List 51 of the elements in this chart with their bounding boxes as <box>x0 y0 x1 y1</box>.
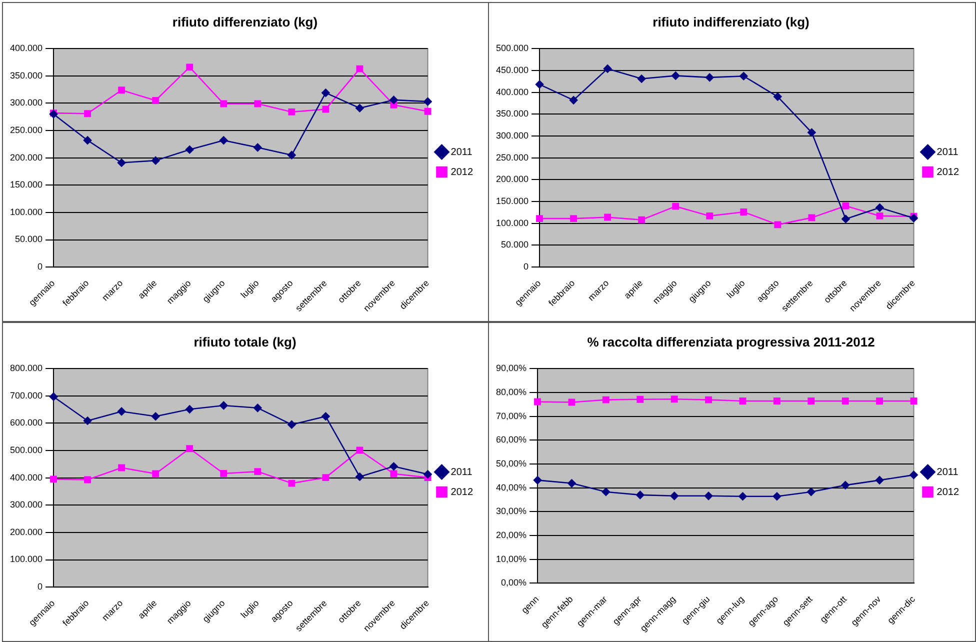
y-tick-label: 0 <box>38 582 43 592</box>
y-tick-label: 500.000 <box>496 43 529 54</box>
y-tick-label: 150.000 <box>10 180 43 190</box>
y-tick-label: 100.000 <box>10 554 43 564</box>
y-tick-label: 20,00% <box>496 530 527 540</box>
y-tick-label: 300.000 <box>10 500 43 510</box>
y-tick-label: 350.000 <box>10 70 43 80</box>
y-tick-label: 300.000 <box>10 98 43 108</box>
chart-title: rifiuto differenziato (kg) <box>172 14 318 30</box>
y-tick-label: 450.000 <box>496 64 529 75</box>
y-tick-label: 10,00% <box>496 554 527 564</box>
legend-label: 2011 <box>450 466 473 478</box>
y-tick-label: 300.000 <box>496 130 529 140</box>
legend-label: 2012 <box>450 486 474 498</box>
y-tick-label: 400.000 <box>496 86 529 97</box>
y-tick-label: 70,00% <box>496 410 527 421</box>
y-tick-label: 250.000 <box>496 152 529 162</box>
chart-title: rifiuto totale (kg) <box>194 334 296 350</box>
chart-title: % raccolta differenziata progressiva 2011-2012 <box>587 334 875 350</box>
y-tick-label: 400.000 <box>10 43 43 54</box>
y-tick-label: 40,00% <box>496 482 527 492</box>
y-tick-label: 30,00% <box>496 506 527 516</box>
y-tick-label: 50,00% <box>496 458 527 468</box>
legend-label: 2011 <box>936 146 959 158</box>
y-tick-label: 50.000 <box>501 240 529 250</box>
y-tick-label: 90,00% <box>496 363 527 374</box>
chart-title: rifiuto indifferenziato (kg) <box>652 14 810 30</box>
y-tick-label: 700.000 <box>10 390 43 400</box>
y-tick-label: 100.000 <box>10 206 43 217</box>
y-tick-label: 0 <box>38 262 43 272</box>
legend-label: 2012 <box>936 166 960 178</box>
y-tick-label: 200.000 <box>10 526 43 537</box>
legend-label: 2012 <box>450 166 474 178</box>
y-tick-label: 80,00% <box>496 386 527 397</box>
legend-label: 2011 <box>936 466 959 478</box>
y-tick-label: 0,00% <box>500 578 527 588</box>
y-tick-label: 800.000 <box>10 363 43 374</box>
y-tick-label: 600.000 <box>10 418 43 428</box>
y-tick-label: 250.000 <box>10 125 43 136</box>
y-tick-label: 0 <box>524 262 529 272</box>
y-tick-label: 200.000 <box>496 174 529 184</box>
legend-label: 2012 <box>936 486 960 498</box>
y-tick-label: 200.000 <box>10 152 43 162</box>
y-tick-label: 350.000 <box>496 108 529 119</box>
legend-label: 2011 <box>450 146 473 158</box>
y-tick-label: 500.000 <box>10 445 43 456</box>
y-tick-label: 60,00% <box>496 434 527 445</box>
y-tick-label: 150.000 <box>496 196 529 206</box>
y-tick-label: 400.000 <box>10 472 43 482</box>
y-tick-label: 100.000 <box>496 218 529 228</box>
y-tick-label: 50.000 <box>15 234 43 244</box>
